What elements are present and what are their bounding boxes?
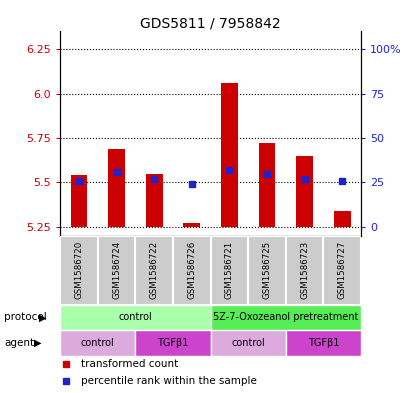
Text: agent: agent — [4, 338, 34, 348]
Bar — [286, 330, 361, 356]
Bar — [286, 236, 323, 305]
Title: GDS5811 / 7958842: GDS5811 / 7958842 — [140, 16, 281, 30]
Bar — [135, 330, 210, 356]
Text: transformed count: transformed count — [81, 359, 178, 369]
Text: GSM1586727: GSM1586727 — [338, 241, 347, 299]
Text: control: control — [231, 338, 265, 348]
Text: GSM1586722: GSM1586722 — [150, 241, 159, 299]
Bar — [183, 223, 200, 227]
Bar — [146, 174, 163, 227]
Text: percentile rank within the sample: percentile rank within the sample — [81, 376, 257, 386]
Text: GSM1586726: GSM1586726 — [187, 241, 196, 299]
Bar — [60, 305, 211, 330]
Text: GSM1586725: GSM1586725 — [263, 241, 271, 299]
Bar — [108, 149, 125, 227]
Bar — [135, 236, 173, 305]
Bar — [221, 83, 238, 227]
Text: TGFβ1: TGFβ1 — [308, 338, 339, 348]
Text: ▶: ▶ — [34, 338, 42, 348]
Text: GSM1586720: GSM1586720 — [74, 241, 83, 299]
Bar — [60, 330, 135, 356]
Bar — [211, 330, 286, 356]
Text: GSM1586723: GSM1586723 — [300, 241, 309, 299]
Text: ▶: ▶ — [39, 312, 47, 322]
Text: 5Z-7-Oxozeanol pretreatment: 5Z-7-Oxozeanol pretreatment — [213, 312, 359, 322]
Bar — [248, 236, 286, 305]
Bar — [60, 236, 98, 305]
Text: protocol: protocol — [4, 312, 47, 322]
Text: control: control — [81, 338, 115, 348]
Text: TGFβ1: TGFβ1 — [157, 338, 189, 348]
Text: control: control — [119, 312, 152, 322]
Bar — [98, 236, 135, 305]
Bar — [334, 211, 351, 227]
Bar — [71, 175, 88, 227]
Bar — [296, 156, 313, 227]
Bar — [211, 236, 248, 305]
Bar — [259, 143, 276, 227]
Text: GSM1586724: GSM1586724 — [112, 241, 121, 299]
Bar — [323, 236, 361, 305]
Bar — [211, 305, 361, 330]
Bar — [173, 236, 211, 305]
Text: GSM1586721: GSM1586721 — [225, 241, 234, 299]
